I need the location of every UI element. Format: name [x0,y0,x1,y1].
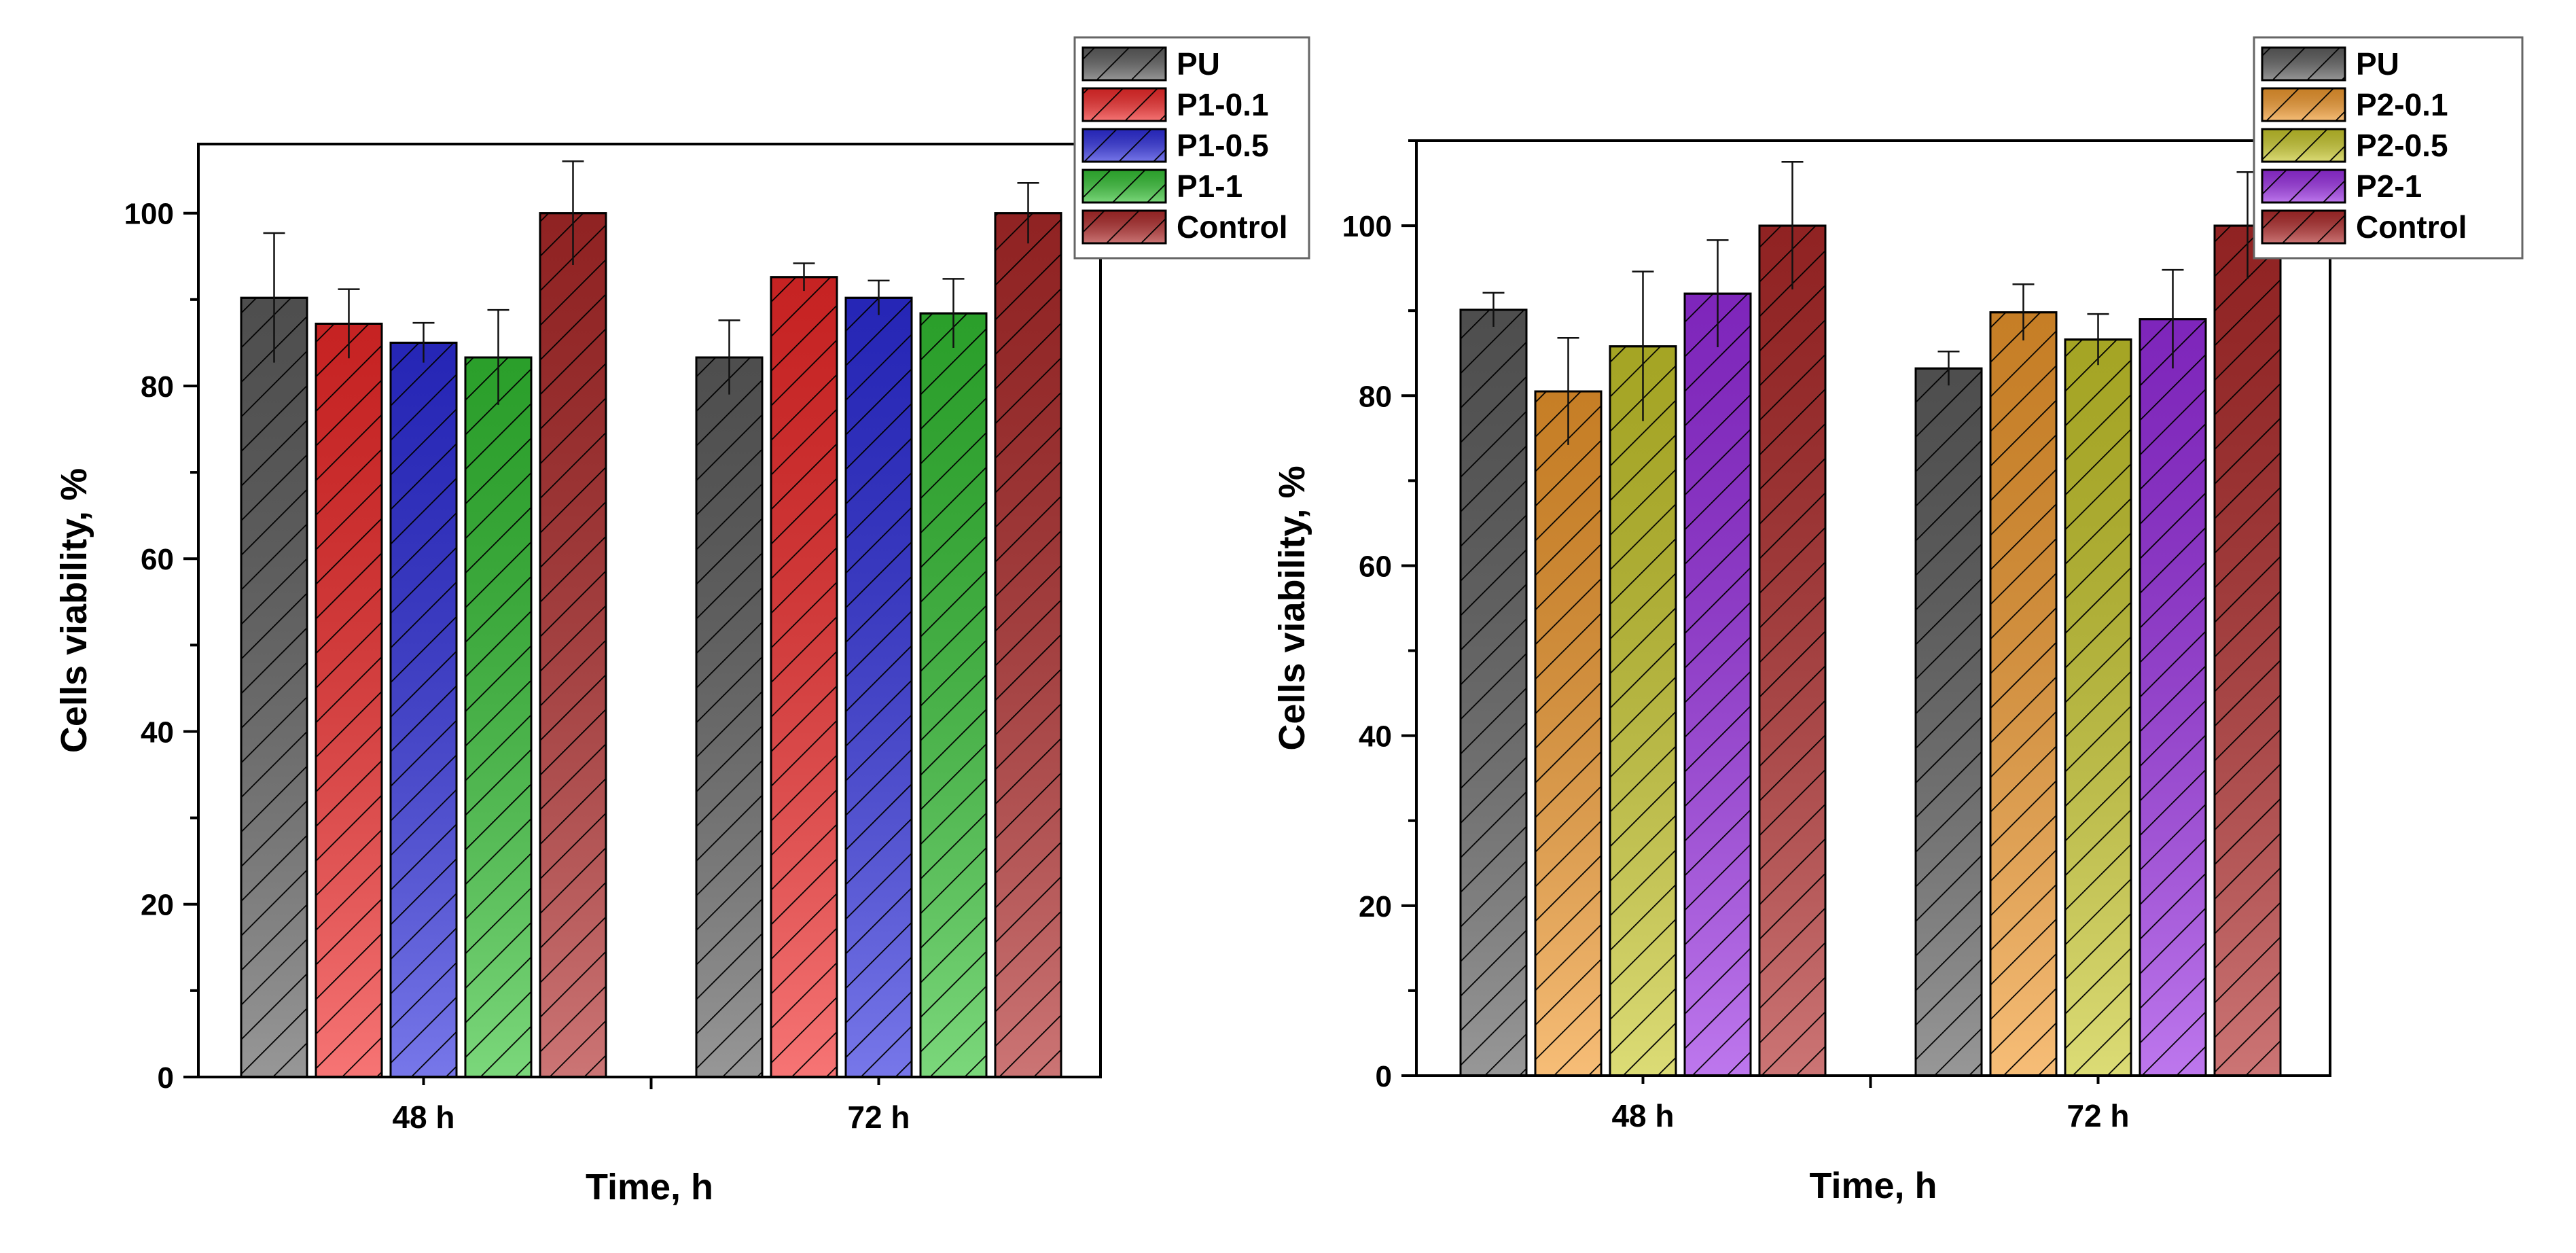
y-tick-label: 40 [141,716,174,749]
bar-hatch [2213,224,2282,1077]
legend-label: PU [1177,46,1220,82]
legend-swatch-hatch [2261,128,2346,163]
y-axis: 0 20 40 60 80 100 [1342,139,1416,1093]
x-axis-title: Time, h [586,1167,713,1207]
bar-hatch [1914,367,1983,1077]
y-tick-label: 40 [1359,720,1392,754]
bar-hatch [2139,318,2207,1077]
y-axis-title: Cells viability, % [1272,465,1312,750]
bar-hatch [2064,338,2132,1077]
x-tick-label: 72 h [847,1099,910,1135]
x-axis-title: Time, h [1809,1165,1937,1206]
bar-hatch [464,356,533,1078]
x-axis: 48 h 72 h [1611,1076,2130,1133]
y-tick-label: 20 [141,889,174,922]
x-axis: 48 h 72 h [392,1077,910,1135]
y-tick-label: 80 [141,370,174,404]
bar-hatch [1609,345,1677,1077]
bar-group [240,160,1062,1078]
legend-swatch-hatch [2261,87,2346,122]
x-tick-label: 72 h [2067,1098,2129,1133]
y-tick-label: 0 [1376,1060,1392,1093]
bar-hatch [1683,292,1752,1077]
bar-hatch [240,296,308,1078]
legend-swatch-hatch [1081,128,1167,163]
legend: PU P2-0.1 P2-0.5 P2-1 Control [2253,36,2524,260]
bar-group [1459,161,2282,1077]
bar-hatch [1758,224,1827,1077]
y-tick-label: 80 [1359,380,1392,413]
bar-hatch [1989,311,2058,1077]
legend-label: Control [1177,209,1288,245]
legend: PU P1-0.1 P1-0.5 P1-1 Control [1073,36,1310,260]
y-tick-label: 60 [141,543,174,576]
y-axis-title: Cells viability, % [54,468,94,753]
legend-label: PU [2356,46,2399,82]
legend-swatch-hatch [1081,169,1167,204]
bar-hatch [315,322,383,1078]
bar-hatch [919,312,988,1078]
legend-swatch-hatch [2261,169,2346,204]
legend-label: Control [2356,209,2467,245]
legend-label: P2-1 [2356,169,2422,204]
y-tick-label: 100 [1342,210,1392,243]
bar-hatch [994,212,1062,1078]
legend-label: P2-0.1 [2356,87,2448,122]
legend-label: P1-0.1 [1177,87,1269,122]
bar-hatch [1534,390,1603,1077]
legend-label: P1-1 [1177,169,1242,204]
y-tick-label: 100 [124,198,174,231]
plot-frame [197,143,1102,1078]
bar-hatch [844,296,913,1078]
chart-left: 0 20 40 60 80 100 48 h 72 h Time, h Cells viabili… [54,36,1310,1207]
bar-hatch [1459,308,1528,1077]
legend-label: P2-0.5 [2356,128,2448,163]
legend-label: P1-0.5 [1177,128,1269,163]
bar-hatch [770,276,838,1078]
bar-hatch [695,356,764,1078]
legend-swatch-hatch [2261,46,2346,82]
bar-hatch [539,212,607,1078]
y-tick-label: 60 [1359,550,1392,583]
x-tick-label: 48 h [392,1099,454,1135]
y-tick-label: 20 [1359,890,1392,923]
legend-swatch-hatch [2261,209,2346,245]
legend-swatch-hatch [1081,209,1167,245]
legend-swatch-hatch [1081,87,1167,122]
legend-swatch-hatch [1081,46,1167,82]
x-tick-label: 48 h [1611,1098,1674,1133]
y-tick-label: 0 [158,1061,174,1095]
plot-frame [1415,139,2331,1077]
bar-hatch [389,341,458,1078]
chart-right: 0 20 40 60 80 100 48 h 72 h Time, h Cells viabili… [1272,36,2524,1206]
y-axis: 0 20 40 60 80 100 [124,198,198,1095]
